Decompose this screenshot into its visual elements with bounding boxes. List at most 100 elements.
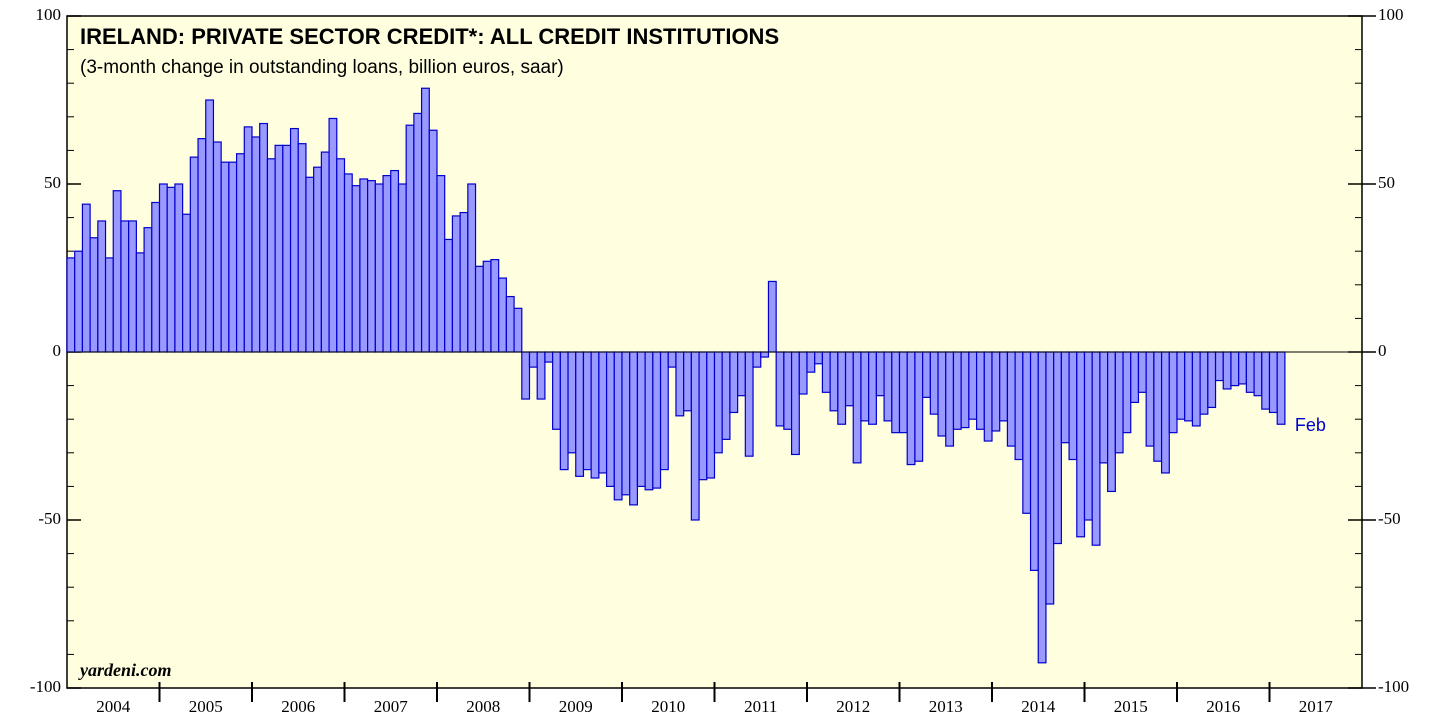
bar [1037, 351, 1047, 664]
bar [613, 351, 623, 501]
x-tick-label: 2006 [281, 697, 315, 716]
bar [1276, 351, 1286, 425]
bar [343, 173, 353, 353]
bar [783, 351, 793, 430]
bar [66, 257, 76, 353]
bar [451, 215, 461, 353]
bar [1091, 351, 1101, 546]
bar [891, 351, 901, 434]
bar [297, 143, 307, 353]
bar [960, 351, 970, 429]
bar [1076, 351, 1086, 538]
y2-tick-label: 0 [1378, 341, 1387, 360]
bar [945, 351, 955, 447]
bar [1029, 351, 1039, 571]
bar [397, 183, 407, 353]
bar [251, 136, 261, 353]
bar [991, 351, 1001, 432]
bar [351, 185, 361, 353]
bar [313, 166, 322, 353]
bar [182, 213, 191, 353]
bar [1083, 351, 1093, 521]
bar [683, 351, 692, 412]
chart-subtitle: (3-month change in outstanding loans, bi… [80, 57, 564, 78]
bar [143, 227, 153, 353]
bar [1238, 351, 1247, 385]
bar [1191, 351, 1201, 427]
bar [320, 151, 330, 353]
y-tick-label: 100 [36, 5, 62, 24]
bar [1245, 351, 1255, 393]
bar [528, 351, 538, 368]
bar [636, 351, 646, 487]
bar [1022, 351, 1032, 514]
bar [1261, 351, 1271, 410]
bar [1107, 351, 1116, 493]
bar [120, 220, 130, 353]
bar [474, 265, 484, 353]
y2-tick-label: -50 [1378, 509, 1401, 528]
bar [259, 122, 269, 353]
bar [567, 351, 577, 454]
bar [1060, 351, 1070, 444]
bar [1006, 351, 1016, 447]
bar [698, 351, 708, 481]
bar [706, 351, 716, 479]
bar [197, 138, 207, 353]
bar [1168, 351, 1178, 434]
bar [104, 257, 114, 353]
x-tick-label: 2008 [466, 697, 500, 716]
bar [289, 127, 299, 353]
bar [482, 260, 492, 353]
bar [1253, 351, 1263, 397]
bar [1214, 351, 1224, 382]
bar [829, 351, 839, 412]
bar [883, 351, 893, 422]
bar [975, 351, 985, 430]
x-tick-label: 2009 [559, 697, 593, 716]
bar [128, 220, 137, 353]
bar [898, 351, 908, 434]
bar [89, 237, 99, 353]
bar [505, 295, 515, 353]
bar [821, 351, 831, 393]
bar [590, 351, 600, 479]
bar [459, 211, 469, 353]
bar [675, 351, 685, 417]
bar [81, 203, 91, 353]
bar [644, 351, 654, 491]
bar [498, 277, 507, 353]
bar [1114, 351, 1124, 454]
bar [328, 117, 338, 353]
source: yardeni.com [78, 660, 172, 680]
bar [559, 351, 569, 471]
y-tick-label: 50 [44, 173, 61, 192]
bar [552, 351, 561, 430]
bar [906, 351, 916, 466]
bar [621, 351, 631, 496]
bar [390, 169, 400, 353]
bar [1207, 351, 1217, 409]
x-tick-label: 2017 [1299, 697, 1334, 716]
bar [806, 351, 816, 373]
bar [413, 112, 423, 353]
bar [521, 351, 531, 400]
bar [652, 351, 662, 489]
bar [1053, 351, 1062, 545]
bar [1268, 351, 1278, 414]
bar [983, 351, 993, 442]
bar [112, 190, 122, 353]
bar [690, 351, 700, 521]
bar [729, 351, 739, 414]
bar [166, 186, 176, 353]
y2-tick-label: -100 [1378, 677, 1409, 696]
bar [220, 161, 230, 353]
bar [467, 183, 477, 353]
bar [875, 351, 885, 397]
x-tick-label: 2011 [744, 697, 777, 716]
bar [1045, 351, 1055, 605]
bar [798, 351, 808, 395]
bar [513, 307, 523, 353]
bar [266, 158, 276, 353]
x-tick-label: 2015 [1114, 697, 1148, 716]
